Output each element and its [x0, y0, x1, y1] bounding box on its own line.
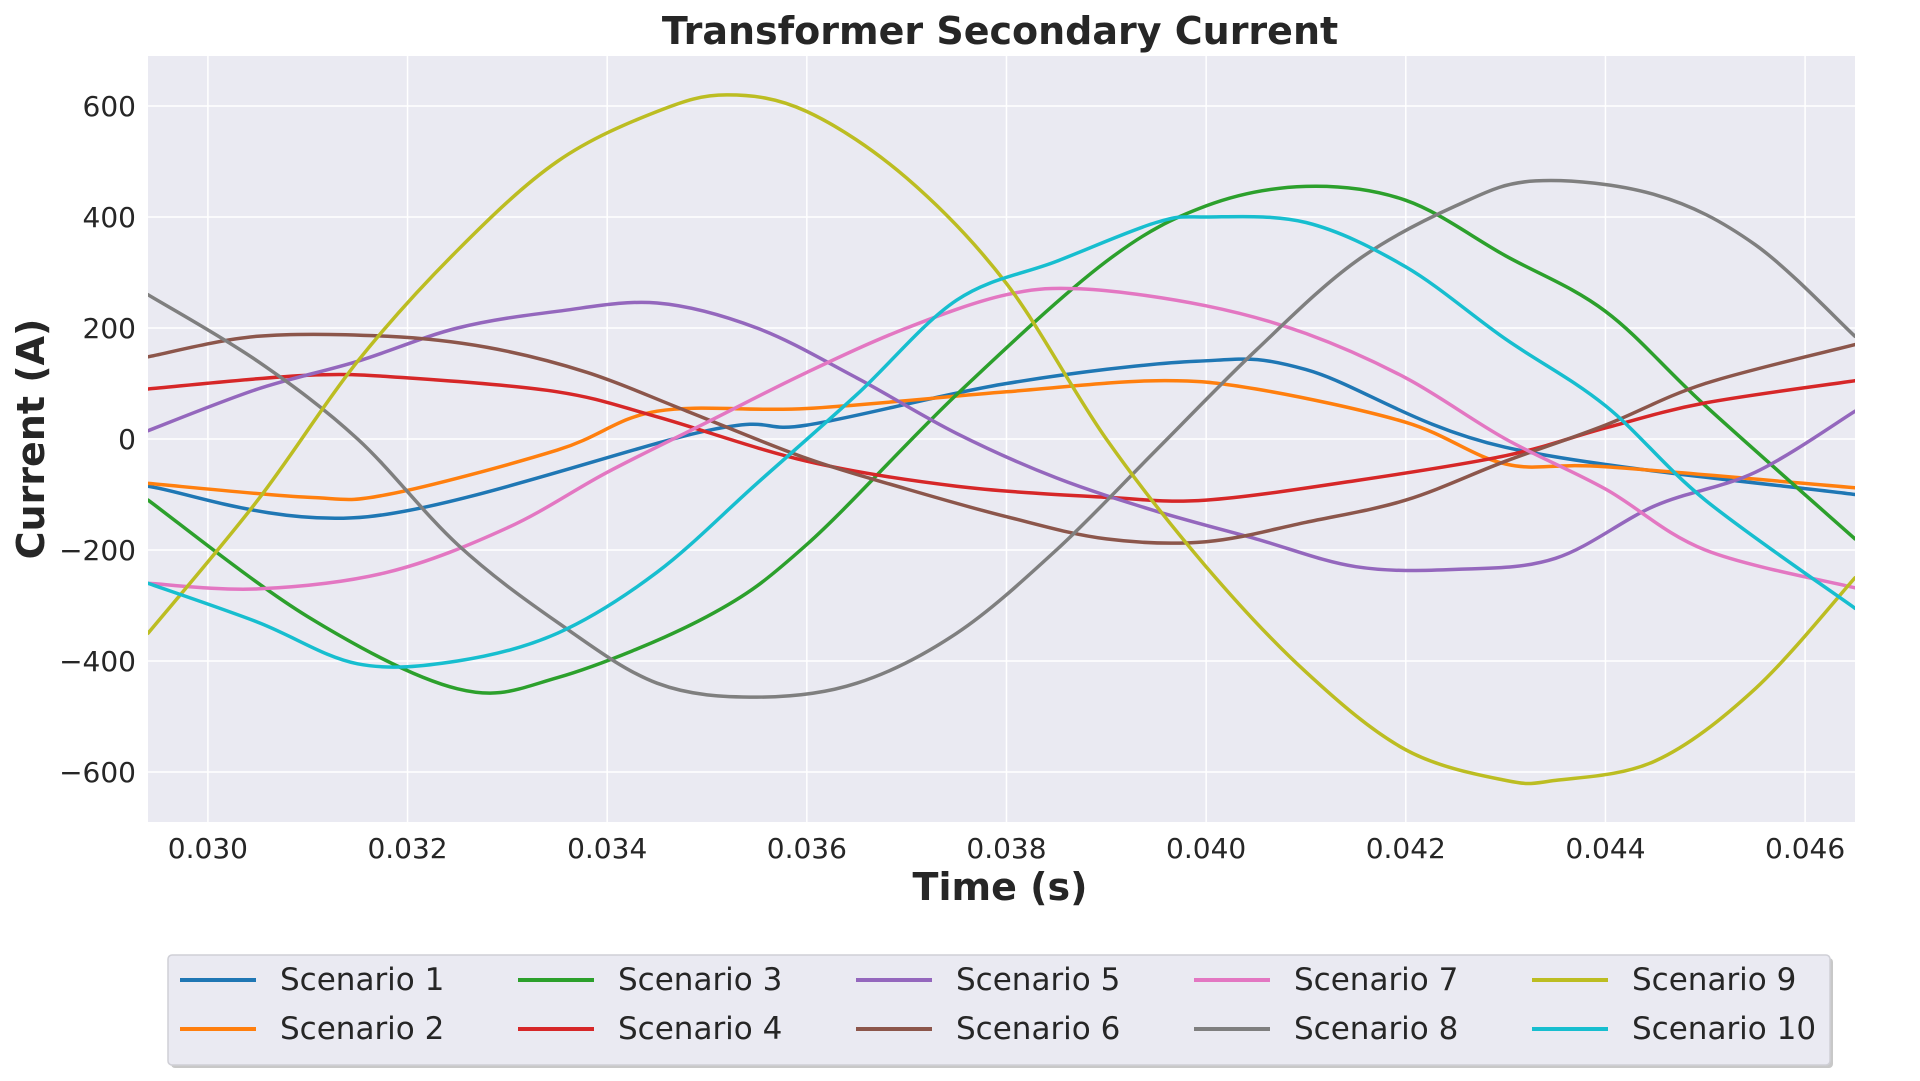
legend-label: Scenario 10: [1632, 1011, 1816, 1047]
legend-item-scenario-7: Scenario 7: [1194, 962, 1458, 998]
x-tick-label: 0.034: [567, 832, 647, 865]
legend-item-scenario-1: Scenario 1: [180, 962, 444, 998]
series-line-scenario-8: [148, 178, 1855, 699]
legend-label: Scenario 9: [1632, 962, 1796, 998]
legend-item-scenario-5: Scenario 5: [856, 962, 1120, 998]
legend-label: Scenario 1: [280, 962, 444, 998]
legend-label: Scenario 8: [1294, 1011, 1458, 1047]
legend: Scenario 1 Scenario 2 Scenario 3 Scenario 4…: [167, 954, 1833, 1068]
y-tick-label: −400: [59, 645, 136, 678]
y-axis-label: Current (A): [9, 319, 53, 560]
legend-item-scenario-4: Scenario 4: [518, 1011, 782, 1047]
series-line-scenario-6: [148, 332, 1855, 545]
series-line-scenario-3: [148, 184, 1855, 695]
x-axis-ticks: 0.030 0.032 0.034 0.036 0.038 0.040 0.042 0.044…: [168, 832, 1845, 865]
legend-label: Scenario 4: [618, 1011, 782, 1047]
x-tick-label: 0.044: [1565, 832, 1645, 865]
legend-item-scenario-9: Scenario 9: [1532, 962, 1796, 998]
legend-item-scenario-2: Scenario 2: [180, 1011, 444, 1047]
legend-label: Scenario 5: [956, 962, 1120, 998]
series-line-scenario-2: [148, 378, 1855, 502]
y-tick-label: −200: [59, 534, 136, 567]
series-line-scenario-5: [148, 300, 1855, 573]
legend-label: Scenario 6: [956, 1011, 1120, 1047]
x-tick-label: 0.046: [1765, 832, 1845, 865]
series-line-scenario-1: [148, 357, 1855, 521]
y-tick-label: −600: [59, 756, 136, 789]
x-tick-label: 0.040: [1166, 832, 1246, 865]
series-line-scenario-9: [148, 93, 1855, 786]
x-tick-label: 0.036: [767, 832, 847, 865]
y-tick-label: 200: [83, 312, 136, 345]
x-tick-label: 0.030: [168, 832, 248, 865]
legend-item-scenario-10: Scenario 10: [1532, 1011, 1816, 1047]
legend-label: Scenario 7: [1294, 962, 1458, 998]
y-tick-label: 400: [83, 201, 136, 234]
x-axis-label: Time (s): [913, 865, 1088, 909]
x-tick-label: 0.038: [966, 832, 1046, 865]
y-tick-label: 600: [83, 90, 136, 123]
x-tick-label: 0.042: [1366, 832, 1446, 865]
y-axis-ticks: −600 −400 −200 0 200 400 600: [59, 90, 136, 789]
legend-item-scenario-6: Scenario 6: [856, 1011, 1120, 1047]
x-tick-label: 0.032: [367, 832, 447, 865]
series-line-scenario-10: [148, 214, 1855, 669]
y-tick-label: 0: [118, 423, 136, 456]
legend-item-scenario-3: Scenario 3: [518, 962, 782, 998]
legend-label: Scenario 2: [280, 1011, 444, 1047]
legend-label: Scenario 3: [618, 962, 782, 998]
legend-item-scenario-8: Scenario 8: [1194, 1011, 1458, 1047]
series-layer: [148, 93, 1855, 786]
chart-title: Transformer Secondary Current: [662, 9, 1338, 53]
